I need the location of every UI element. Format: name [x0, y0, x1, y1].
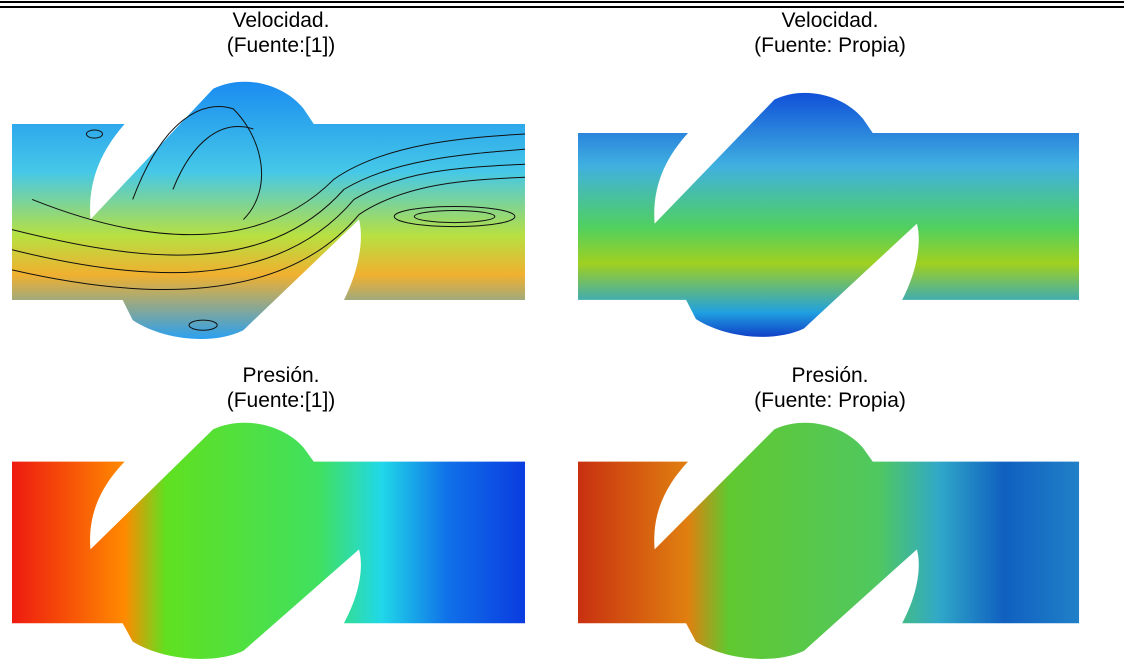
velocity-image-own	[578, 90, 1081, 340]
caption-title: Velocidad.	[0, 8, 562, 33]
caption: Presión. (Fuente: Propia)	[549, 363, 1111, 413]
caption: Velocidad. (Fuente:[1])	[0, 8, 562, 58]
caption: Presión. (Fuente:[1])	[0, 363, 562, 413]
caption-title: Presión.	[0, 363, 562, 388]
caption-title: Presión.	[549, 363, 1111, 388]
page: Velocidad. (Fuente:[1]) Velocidad. (Fuen…	[0, 0, 1124, 662]
caption-source: (Fuente: Propia)	[549, 33, 1111, 58]
caption: Velocidad. (Fuente: Propia)	[549, 8, 1111, 58]
pressure-image-reference	[12, 420, 527, 662]
caption-title: Velocidad.	[549, 8, 1111, 33]
pressure-image-own	[578, 420, 1081, 662]
velocity-image-reference	[12, 78, 527, 343]
top-rule	[0, 1, 1124, 3]
caption-source: (Fuente:[1])	[0, 388, 562, 413]
caption-source: (Fuente: Propia)	[549, 388, 1111, 413]
caption-source: (Fuente:[1])	[0, 33, 562, 58]
